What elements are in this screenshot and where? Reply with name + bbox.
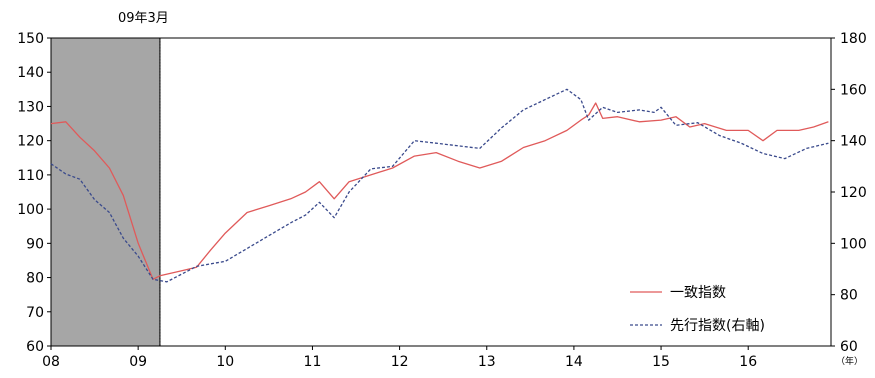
y-right-tick-label: 100 <box>840 236 867 252</box>
y-left-tick-label: 130 <box>17 99 44 115</box>
y-left-tick-label: 100 <box>17 202 44 218</box>
x-tick-label: 13 <box>478 354 496 370</box>
legend-label: 一致指数 <box>670 285 726 301</box>
x-tick-label: 09 <box>129 354 147 370</box>
y-left-tick-label: 140 <box>17 65 44 81</box>
x-tick-label: 14 <box>565 354 583 370</box>
axes-group <box>47 37 835 350</box>
y-left-tick-label: 150 <box>17 31 44 47</box>
leading-index-line <box>50 88 829 283</box>
x-tick-label: 10 <box>216 354 234 370</box>
y-left-tick-label: 90 <box>26 236 44 252</box>
x-tick-label: 12 <box>391 354 409 370</box>
shaded-recession-region <box>50 37 161 347</box>
y-right-tick-label: 60 <box>840 339 858 355</box>
y-right-tick-label: 140 <box>840 134 867 150</box>
y-left-tick-label: 60 <box>26 339 44 355</box>
y-left-tick-label: 120 <box>17 134 44 150</box>
x-axis-unit-label: （年） <box>836 355 863 367</box>
y-right-tick-label: 80 <box>840 288 858 304</box>
legend-label: 先行指数(右軸) <box>670 318 765 334</box>
x-tick-label: 16 <box>739 354 757 370</box>
y-right-tick-label: 120 <box>840 185 867 201</box>
y-left-tick-label: 80 <box>26 271 44 287</box>
x-tick-label: 15 <box>652 354 670 370</box>
y-left-tick-label: 70 <box>26 305 44 321</box>
y-left-tick-label: 110 <box>17 168 44 184</box>
y-right-tick-label: 160 <box>840 82 867 98</box>
shaded-region-group <box>50 37 161 347</box>
tick-labels-group: 60 70 80 90 100 110 120 130 140 150 60 80 100 120 140 1… <box>17 31 866 370</box>
coincident-index-line <box>50 102 829 280</box>
series-group <box>50 88 829 283</box>
y-right-tick-label: 180 <box>840 31 867 47</box>
x-tick-label: 08 <box>42 354 60 370</box>
x-tick-label: 11 <box>304 354 322 370</box>
annotation-label: 09年3月 <box>118 11 169 26</box>
